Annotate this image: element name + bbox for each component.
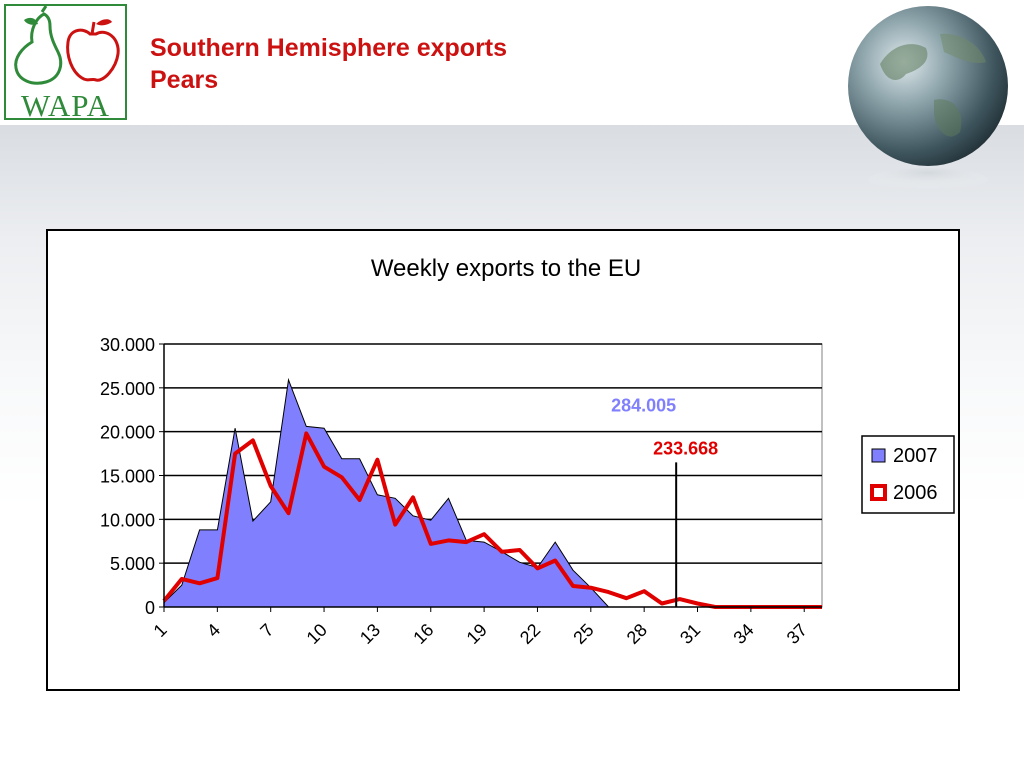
title-line-2: Pears bbox=[150, 66, 219, 94]
pear-apple-icon bbox=[14, 6, 120, 85]
annotation-2006-total: 233.668 bbox=[653, 438, 718, 458]
y-tick-label: 5.000 bbox=[110, 554, 155, 574]
wapa-logo: WAPA bbox=[4, 4, 127, 123]
legend-swatch-2006 bbox=[870, 484, 887, 501]
legend-swatch-2007 bbox=[871, 448, 886, 463]
annotation-2007-total: 284.005 bbox=[611, 396, 676, 416]
x-tick-label: 34 bbox=[729, 620, 757, 648]
x-tick-label: 22 bbox=[516, 620, 544, 648]
slide-title: Southern Hemisphere exports Pears bbox=[150, 32, 507, 96]
x-tick-label: 19 bbox=[463, 620, 491, 648]
y-tick-label: 25.000 bbox=[100, 379, 155, 399]
weekly-exports-chart: Weekly exports to the EU 0 5.000 10.000 15.… bbox=[100, 255, 955, 648]
x-tick-label: 37 bbox=[783, 620, 811, 648]
legend-label-2006: 2006 bbox=[893, 482, 938, 504]
y-tick-label: 15.000 bbox=[100, 467, 155, 487]
y-tick-label: 0 bbox=[145, 598, 155, 618]
x-tick-label: 25 bbox=[569, 620, 597, 648]
x-tick-label: 1 bbox=[150, 620, 171, 641]
chart-legend: 2007 2006 bbox=[861, 435, 955, 514]
chart-panel: Weekly exports to the EU 0 5.000 10.000 15.… bbox=[46, 229, 960, 691]
globe-icon bbox=[848, 6, 1008, 192]
x-tick-label: 28 bbox=[623, 620, 651, 648]
x-tick-label: 4 bbox=[203, 620, 224, 641]
chart-title: Weekly exports to the EU bbox=[371, 255, 641, 282]
logo-text: WAPA bbox=[21, 88, 110, 123]
y-tick-label: 10.000 bbox=[100, 510, 155, 530]
title-line-1: Southern Hemisphere exports bbox=[150, 34, 508, 62]
x-tick-label: 7 bbox=[256, 620, 277, 641]
x-tick-label: 10 bbox=[303, 620, 331, 648]
x-tick-label: 31 bbox=[676, 620, 704, 648]
y-tick-label: 30.000 bbox=[100, 335, 155, 355]
y-tick-label: 20.000 bbox=[100, 423, 155, 443]
x-tick-label: 16 bbox=[409, 620, 437, 648]
legend-label-2007: 2007 bbox=[893, 445, 938, 467]
x-tick-label: 13 bbox=[356, 620, 384, 648]
